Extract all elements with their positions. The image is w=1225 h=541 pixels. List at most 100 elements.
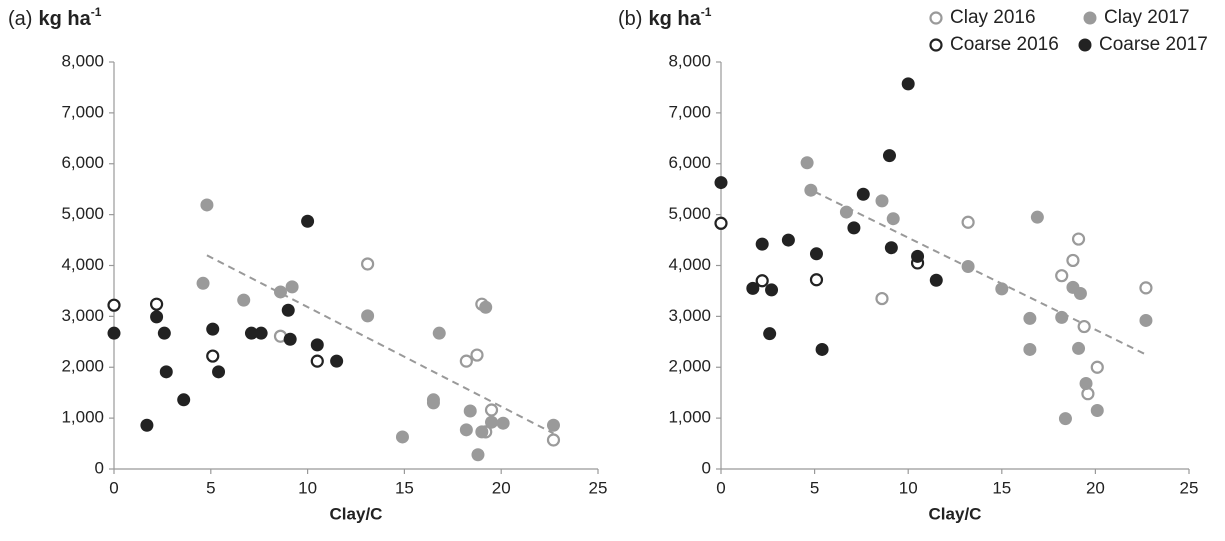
- legend-label: Clay 2016: [950, 7, 1036, 28]
- x-tick-label: 5: [810, 478, 819, 497]
- point: [929, 273, 943, 287]
- y-tick-label: 7,000: [668, 102, 711, 121]
- point: [426, 396, 440, 410]
- point: [1023, 342, 1037, 356]
- legend-marker: [1083, 11, 1097, 25]
- point: [254, 326, 268, 340]
- x-tick-label: 10: [899, 478, 918, 497]
- y-tick-label: 8,000: [668, 51, 711, 70]
- x-axis-label: Clay/C: [330, 504, 383, 523]
- point: [1090, 360, 1104, 374]
- point: [395, 430, 409, 444]
- point: [886, 212, 900, 226]
- point: [901, 77, 915, 91]
- point: [310, 354, 324, 368]
- point: [1066, 253, 1080, 268]
- x-tick-label: 15: [395, 478, 414, 497]
- panel-label: (b) kg ha-1: [618, 5, 712, 30]
- point: [763, 327, 777, 341]
- point: [1071, 232, 1086, 246]
- y-unit: kg ha: [648, 8, 701, 30]
- point: [237, 293, 251, 307]
- point: [206, 349, 220, 363]
- point: [839, 205, 853, 219]
- point: [1079, 377, 1093, 391]
- y-unit-sup: -1: [91, 5, 102, 19]
- point: [800, 156, 814, 170]
- y-tick-label: 7,000: [61, 102, 104, 121]
- x-tick-label: 25: [589, 478, 608, 497]
- point: [361, 309, 375, 323]
- point: [432, 326, 446, 340]
- y-tick-label: 1,000: [668, 408, 711, 427]
- point: [961, 215, 975, 229]
- point: [107, 326, 121, 340]
- point: [884, 241, 898, 255]
- point: [875, 291, 889, 306]
- point: [310, 338, 324, 352]
- point: [809, 273, 824, 287]
- point: [546, 418, 560, 432]
- point: [479, 300, 493, 314]
- point: [546, 433, 561, 447]
- point: [1073, 286, 1087, 300]
- y-tick-label: 5,000: [668, 204, 711, 223]
- point: [714, 176, 728, 190]
- legend-label: Coarse 2016: [950, 34, 1059, 55]
- point: [804, 183, 818, 197]
- point: [882, 149, 896, 163]
- y-tick-label: 6,000: [61, 153, 104, 172]
- x-tick-label: 5: [206, 478, 215, 497]
- point: [847, 221, 861, 235]
- point: [471, 448, 485, 462]
- point: [746, 281, 760, 295]
- x-tick-label: 20: [492, 478, 511, 497]
- point: [244, 326, 258, 340]
- x-tick-label: 15: [992, 478, 1011, 497]
- point: [200, 198, 214, 212]
- point: [149, 297, 164, 311]
- x-tick-label: 20: [1086, 478, 1105, 497]
- point: [470, 348, 484, 362]
- point: [1058, 412, 1072, 426]
- point: [463, 404, 477, 418]
- y-tick-label: 3,000: [668, 306, 711, 325]
- y-tick-label: 4,000: [61, 255, 104, 274]
- point: [150, 310, 164, 324]
- y-tick-label: 1,000: [61, 408, 104, 427]
- point: [1081, 387, 1095, 401]
- point: [301, 214, 315, 228]
- point: [1139, 281, 1153, 295]
- legend-marker: [1078, 38, 1092, 52]
- point: [107, 298, 121, 312]
- point: [911, 249, 925, 263]
- legend-label: Clay 2017: [1104, 7, 1190, 28]
- y-tick-label: 2,000: [61, 357, 104, 376]
- point: [1055, 269, 1069, 283]
- y-tick-label: 8,000: [61, 51, 104, 70]
- point: [177, 393, 191, 407]
- point: [1030, 210, 1044, 224]
- x-axis-label: Clay/C: [929, 504, 982, 523]
- y-tick-label: 4,000: [668, 255, 711, 274]
- point: [475, 425, 489, 439]
- y-tick-label: 3,000: [61, 306, 104, 325]
- point: [815, 342, 829, 356]
- point: [330, 354, 344, 368]
- trend-line: [206, 254, 554, 435]
- trend-line: [814, 190, 1147, 356]
- x-tick-label: 0: [716, 478, 725, 497]
- y-tick-label: 0: [95, 458, 104, 477]
- point: [1077, 319, 1091, 334]
- point: [714, 216, 728, 230]
- point: [1055, 310, 1069, 324]
- point: [1072, 341, 1086, 355]
- point: [1139, 313, 1153, 327]
- point: [875, 194, 889, 208]
- point: [755, 237, 769, 251]
- point: [159, 365, 173, 379]
- point: [484, 403, 499, 417]
- point: [459, 354, 473, 368]
- point: [496, 416, 510, 430]
- point: [361, 257, 375, 271]
